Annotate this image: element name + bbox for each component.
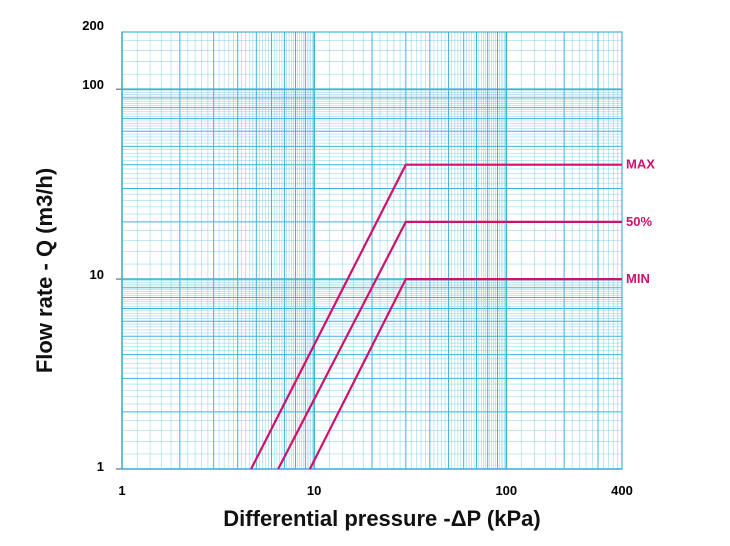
series-label-1: 50% <box>626 214 652 229</box>
series-label-2: MIN <box>626 271 650 286</box>
x-tick-label: 400 <box>611 483 633 498</box>
y-tick-labels: 1 10 100 200 <box>82 18 104 474</box>
y-tick-label: 100 <box>82 77 104 92</box>
y-tick-label: 1 <box>97 459 104 474</box>
series-line-1 <box>277 220 622 470</box>
series-label-0: MAX <box>626 157 655 172</box>
x-tick-label: 100 <box>495 483 517 498</box>
y-axis-title: Flow rate - Q (m3/h) <box>32 168 57 373</box>
x-axis-title: Differential pressure -ΔP (kPa) <box>223 506 540 531</box>
plot-frame <box>121 31 623 470</box>
series-layer: MAX 50% MIN <box>250 157 655 470</box>
x-tick-label: 10 <box>307 483 321 498</box>
y-tick-label: 10 <box>90 267 104 282</box>
series-line-0 <box>250 163 622 470</box>
x-tick-label: 1 <box>118 483 125 498</box>
x-tick-labels: 1 10 100 400 <box>118 483 632 498</box>
minor-grid <box>122 31 623 469</box>
y-tick-label: 200 <box>82 18 104 33</box>
series-line-2 <box>308 278 622 470</box>
